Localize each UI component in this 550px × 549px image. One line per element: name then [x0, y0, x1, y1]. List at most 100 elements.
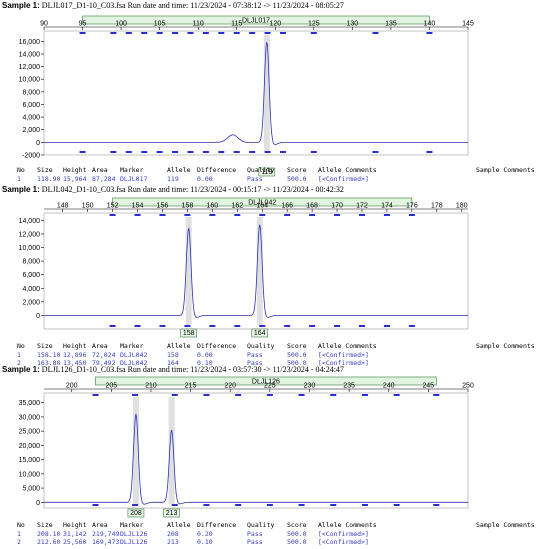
bin-marker-top	[92, 394, 99, 396]
bin-marker-bottom	[171, 504, 178, 506]
bin-marker-top	[184, 214, 191, 216]
bin-marker-top	[310, 32, 317, 34]
bin-marker-bottom	[125, 151, 132, 153]
plot-frame	[43, 212, 469, 330]
bin-marker-top	[203, 394, 210, 396]
table-cell: 79,492	[92, 359, 116, 367]
x-tick-label: 158	[182, 203, 194, 210]
bin-marker-top	[218, 32, 225, 34]
bin-marker-top	[172, 32, 179, 34]
sample-file: DLJL126_D1-10_C03.fsa	[41, 365, 126, 374]
bin-marker-top	[334, 214, 341, 216]
bin-marker-top	[309, 214, 316, 216]
bin-marker-bottom	[298, 504, 305, 506]
y-tick-label: 2,000	[22, 127, 40, 134]
column-header: Sample Comments	[476, 521, 535, 529]
table-cell: 1	[17, 351, 21, 359]
sample-run-time: Run date and time: 11/23/2024 - 07:38:12…	[127, 1, 344, 10]
bin-marker-top	[359, 214, 365, 216]
table-cell: 1	[17, 175, 21, 183]
marker-range-bar	[112, 197, 413, 207]
table-cell: 87,284	[92, 175, 116, 183]
peak-highlight-band	[132, 397, 139, 504]
bin-marker-bottom	[233, 151, 240, 153]
table-cell: 0.00	[197, 351, 213, 359]
table-cell: [<Confirmed>]	[318, 538, 369, 546]
marker-range-bar	[82, 15, 430, 25]
column-header: Quality	[247, 166, 275, 174]
x-tick-label: 150	[82, 203, 94, 210]
table-cell: 158.10	[37, 351, 61, 359]
column-header: Allele	[167, 342, 191, 350]
plot-frame	[43, 30, 469, 156]
column-header: Size	[37, 342, 53, 350]
bin-marker-bottom	[330, 504, 337, 506]
table-cell: 72,024	[92, 351, 116, 359]
bin-marker-bottom	[334, 325, 341, 327]
x-tick-label: 148	[57, 203, 69, 210]
bin-marker-bottom	[141, 151, 148, 153]
table-cell: DLJL126	[120, 538, 148, 546]
bin-marker-bottom	[132, 504, 139, 506]
table-cell: 208	[167, 530, 179, 538]
column-header: Allele Comments	[318, 342, 377, 350]
y-tick-label: 20,000	[19, 443, 41, 450]
table-row[interactable]: 1 208.10 31,142 219,749 DLJL126 208 0.20 Pass 50…	[0, 530, 550, 539]
bin-marker-bottom	[203, 504, 210, 506]
x-tick-label: 180	[456, 203, 468, 210]
sample-header-3: Sample 1: DLJL126_D1-10_C03.fsa Run date…	[2, 365, 344, 374]
bin-marker-top	[171, 394, 178, 396]
table-cell: 15,964	[63, 175, 87, 183]
bin-marker-bottom	[159, 325, 166, 327]
bin-marker-bottom	[309, 325, 316, 327]
allele-label-box	[163, 508, 180, 518]
x-tick-label: 174	[381, 203, 393, 210]
table-cell: 0.10	[197, 359, 213, 367]
bin-marker-bottom	[426, 151, 433, 153]
column-header: Score	[287, 166, 307, 174]
table-row[interactable]: 1 158.10 12,896 72,024 DLJL042 158 0.00 Pass 500…	[0, 351, 550, 360]
x-tick-label: 152	[107, 203, 119, 210]
bin-marker-bottom	[209, 325, 216, 327]
table-cell: 500.0	[287, 359, 307, 367]
column-header: Size	[37, 521, 53, 529]
y-tick-label: 5,000	[22, 486, 40, 493]
bin-marker-bottom	[202, 151, 209, 153]
bin-marker-bottom	[249, 151, 256, 153]
column-header: Area	[92, 342, 108, 350]
bin-marker-top	[330, 394, 337, 396]
table-row[interactable]: 2 212.60 25,560 169,473 DLJL126 213 0.10 Pass 50…	[0, 538, 550, 547]
bin-marker-top	[284, 214, 291, 216]
table-cell: 0.10	[197, 538, 213, 546]
table-cell: [<Confirmed>]	[318, 175, 369, 183]
column-header: Size	[37, 166, 53, 174]
peak-highlight-band	[256, 217, 263, 325]
signal-trace	[44, 42, 468, 145]
table-cell: 2	[17, 538, 21, 546]
bin-marker-bottom	[279, 151, 286, 153]
x-tick-label: 145	[462, 21, 474, 28]
y-tick-label: 14,000	[19, 218, 41, 225]
allele-label: 119	[261, 169, 272, 176]
marker-range-bar	[95, 376, 437, 386]
table-cell: 2	[17, 359, 21, 367]
column-header: Allele Comments	[318, 166, 377, 174]
table-row[interactable]: 1 118.90 15,964 87,284 DLJL017 119 0.00 Pass 500…	[0, 175, 550, 184]
bin-marker-top	[141, 32, 148, 34]
x-tick-label: 100	[115, 21, 127, 28]
table-cell: 13,450	[63, 359, 87, 367]
table-cell: 164	[167, 359, 179, 367]
y-tick-label: 8,000	[22, 259, 40, 266]
bin-marker-top	[110, 32, 117, 34]
table-row[interactable]: 2 163.80 13,450 79,492 DLJL042 164 0.10 Pass 500…	[0, 359, 550, 368]
bin-marker-top	[266, 394, 273, 396]
bin-marker-top	[393, 394, 400, 396]
plot-frame	[43, 392, 469, 509]
x-tick-label: 156	[157, 203, 169, 210]
column-header: Sample Comments	[476, 342, 535, 350]
bin-marker-top	[159, 214, 166, 216]
bin-marker-top	[109, 214, 116, 216]
table-cell: [<Confirmed>]	[318, 359, 369, 367]
bin-marker-bottom	[408, 325, 415, 327]
x-tick-label: 105	[154, 21, 166, 28]
